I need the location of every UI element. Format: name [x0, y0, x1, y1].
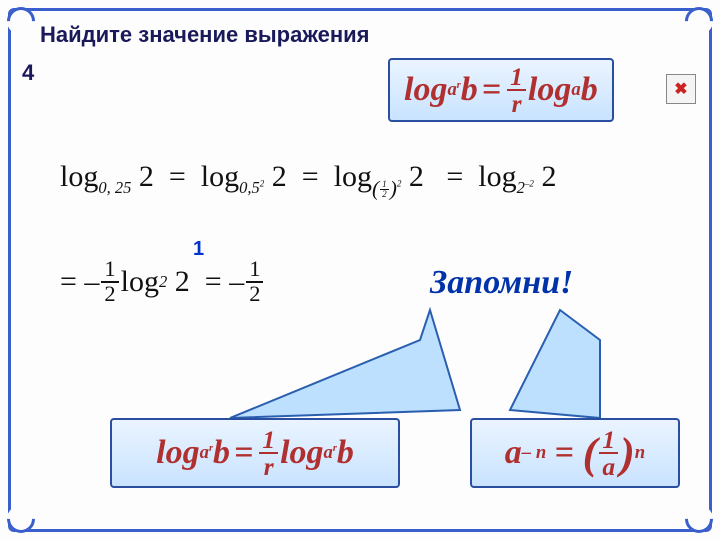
worked-example-line-2: = – 12 log2 2 = – 12 — [60, 258, 265, 305]
fraction: 1r — [507, 64, 526, 117]
formula-negative-exponent: a– n = (1a)n — [470, 418, 680, 488]
frame-corner — [679, 1, 719, 41]
frame-corner — [679, 499, 719, 539]
broken-image-icon: ✖ — [666, 74, 696, 104]
annotation-one: 1 — [193, 238, 204, 261]
worked-example-line-1: log0, 25 2 = log0,52 2 = log(12)2 2 = lo… — [60, 160, 556, 202]
fraction: 1a — [599, 427, 618, 480]
slide-number: 4 — [22, 60, 34, 86]
remember-label: Запомни! — [430, 264, 573, 302]
fraction: 12 — [101, 258, 118, 305]
formula-log-power-rule-repeat: logarb = 1r logarb — [110, 418, 400, 488]
formula-log-power-rule: logarb = 1r logab — [388, 58, 614, 122]
slide-title: Найдите значение выражения — [40, 22, 370, 48]
frame-corner — [1, 499, 41, 539]
fraction: 1r — [259, 427, 278, 480]
log-text: log — [404, 71, 447, 109]
frame-corner — [1, 1, 41, 41]
fraction: 12 — [246, 258, 263, 305]
